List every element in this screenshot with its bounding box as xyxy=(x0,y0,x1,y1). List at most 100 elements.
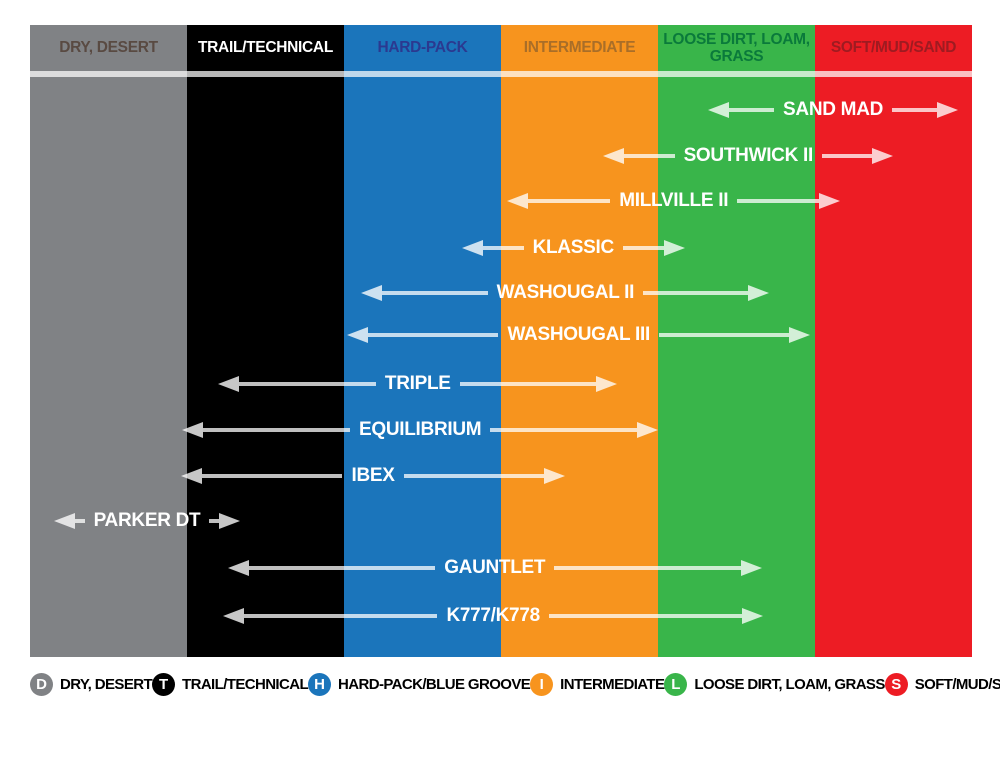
tire-range-arrow: IBEX xyxy=(180,464,566,488)
header-separator-line xyxy=(30,71,972,77)
arrow-line xyxy=(658,333,790,337)
arrow-line xyxy=(244,614,438,618)
legend-item-label: LOOSE DIRT, LOAM, GRASS xyxy=(694,675,885,693)
legend-item-l: L LOOSE DIRT, LOAM, GRASS xyxy=(664,672,885,696)
tire-range-arrow: EQUILIBRIUM xyxy=(182,418,658,442)
legend-item-h: H HARD-PACK/BLUE GROOVE xyxy=(308,672,531,696)
arrow-line xyxy=(528,199,611,203)
legend-item-label: SOFT/MUD/SAND xyxy=(914,675,1000,693)
terrain-column-header: LOOSE DIRT, LOAM, GRASS xyxy=(663,30,810,65)
tire-range-arrow: PARKER DT xyxy=(53,509,241,533)
legend-item-s: S SOFT/MUD/SAND xyxy=(884,672,1000,696)
tire-name-label: GAUNTLET xyxy=(444,557,546,578)
tire-name-label: K777/K778 xyxy=(446,605,540,626)
tire-name-label: MILLVILLE II xyxy=(619,190,729,211)
terrain-column-5: LOOSE DIRT, LOAM, GRASS xyxy=(658,25,815,657)
terrain-legend: D DRY, DESERT T TRAIL/TECHNICAL H HARD-PACK/B… xyxy=(30,666,1000,702)
tire-range-arrow: SOUTHWICK II xyxy=(603,144,894,168)
arrowhead-left-icon xyxy=(223,608,245,624)
arrow-line xyxy=(622,246,664,250)
terrain-column-1: DRY, DESERT xyxy=(30,25,187,657)
legend-item-i: I INTERMEDIATE xyxy=(530,672,665,696)
arrowhead-left-icon xyxy=(507,193,529,209)
terrain-column-4: INTERMEDIATE xyxy=(501,25,658,657)
arrow-line xyxy=(554,566,741,570)
arrow-line xyxy=(482,246,524,250)
legend-item-t: T TRAIL/TECHNICAL xyxy=(152,672,309,696)
arrowhead-right-icon xyxy=(742,608,764,624)
terrain-column-2: TRAIL/TECHNICAL xyxy=(187,25,344,657)
arrow-line xyxy=(209,519,220,523)
tire-range-arrow: MILLVILLE II xyxy=(507,189,841,213)
arrowhead-left-icon xyxy=(461,240,483,256)
arrow-line xyxy=(821,154,873,158)
tire-range-arrow: GAUNTLET xyxy=(227,556,762,580)
legend-letter-badge: L xyxy=(664,672,688,696)
arrow-line xyxy=(382,291,488,295)
arrowhead-right-icon xyxy=(819,193,841,209)
arrow-line xyxy=(459,382,597,386)
arrowhead-right-icon xyxy=(544,468,566,484)
tire-range-arrow: SAND MAD xyxy=(708,98,958,122)
tire-name-label: EQUILIBRIUM xyxy=(358,419,482,440)
arrowhead-right-icon xyxy=(748,285,770,301)
tire-name-label: TRIPLE xyxy=(384,373,451,394)
terrain-column-header: TRAIL/TECHNICAL xyxy=(198,39,333,57)
arrow-line xyxy=(490,428,637,432)
arrowhead-right-icon xyxy=(637,422,658,438)
arrow-line xyxy=(201,474,343,478)
arrow-line xyxy=(892,108,937,112)
legend-item-label: HARD-PACK/BLUE GROOVE xyxy=(338,675,531,693)
legend-item-d: D DRY, DESERT xyxy=(30,672,153,696)
arrow-line xyxy=(203,428,350,432)
legend-item-label: INTERMEDIATE xyxy=(560,675,665,693)
arrow-line xyxy=(643,291,749,295)
arrowhead-left-icon xyxy=(182,422,204,438)
tire-range-arrow: TRIPLE xyxy=(218,372,618,396)
terrain-column-header: DRY, DESERT xyxy=(59,39,158,57)
arrowhead-right-icon xyxy=(789,327,811,343)
arrowhead-left-icon xyxy=(53,513,75,529)
arrowhead-left-icon xyxy=(708,102,730,118)
tire-name-label: WASHOUGAL II xyxy=(496,282,635,303)
arrow-line xyxy=(248,566,436,570)
arrow-line xyxy=(729,108,775,112)
tire-name-label: SAND MAD xyxy=(783,99,884,120)
arrowhead-left-icon xyxy=(218,376,240,392)
arrowhead-right-icon xyxy=(663,240,685,256)
arrowhead-left-icon xyxy=(227,560,249,576)
arrow-line xyxy=(74,519,85,523)
legend-letter-badge: H xyxy=(308,672,332,696)
arrowhead-right-icon xyxy=(596,376,618,392)
arrow-line xyxy=(624,154,675,158)
arrowhead-left-icon xyxy=(180,468,202,484)
terrain-column-6: SOFT/MUD/SAND xyxy=(815,25,972,657)
tire-range-arrow: K777/K778 xyxy=(223,604,764,628)
tire-range-arrow: WASHOUGAL II xyxy=(361,281,770,305)
arrowhead-right-icon xyxy=(219,513,241,529)
legend-item-label: TRAIL/TECHNICAL xyxy=(182,675,309,693)
legend-letter-badge: I xyxy=(530,672,554,696)
terrain-column-header: HARD-PACK xyxy=(377,39,468,57)
tire-name-label: IBEX xyxy=(351,465,395,486)
tire-name-label: KLASSIC xyxy=(532,237,615,258)
terrain-column-header: SOFT/MUD/SAND xyxy=(830,39,957,57)
legend-letter-badge: S xyxy=(884,672,908,696)
arrow-line xyxy=(548,614,743,618)
arrow-line xyxy=(403,474,545,478)
tire-name-label: PARKER DT xyxy=(93,510,201,531)
legend-letter-badge: T xyxy=(152,672,176,696)
arrow-line xyxy=(737,199,820,203)
arrowhead-right-icon xyxy=(872,148,894,164)
tire-range-arrow: KLASSIC xyxy=(461,236,685,260)
tire-name-label: SOUTHWICK II xyxy=(683,145,814,166)
terrain-column-3: HARD-PACK xyxy=(344,25,501,657)
legend-letter-badge: D xyxy=(30,672,53,696)
terrain-column-header: INTERMEDIATE xyxy=(523,39,636,57)
arrow-line xyxy=(239,382,376,386)
legend-item-label: DRY, DESERT xyxy=(60,675,153,693)
arrowhead-left-icon xyxy=(603,148,625,164)
arrowhead-right-icon xyxy=(740,560,762,576)
arrowhead-right-icon xyxy=(936,102,958,118)
